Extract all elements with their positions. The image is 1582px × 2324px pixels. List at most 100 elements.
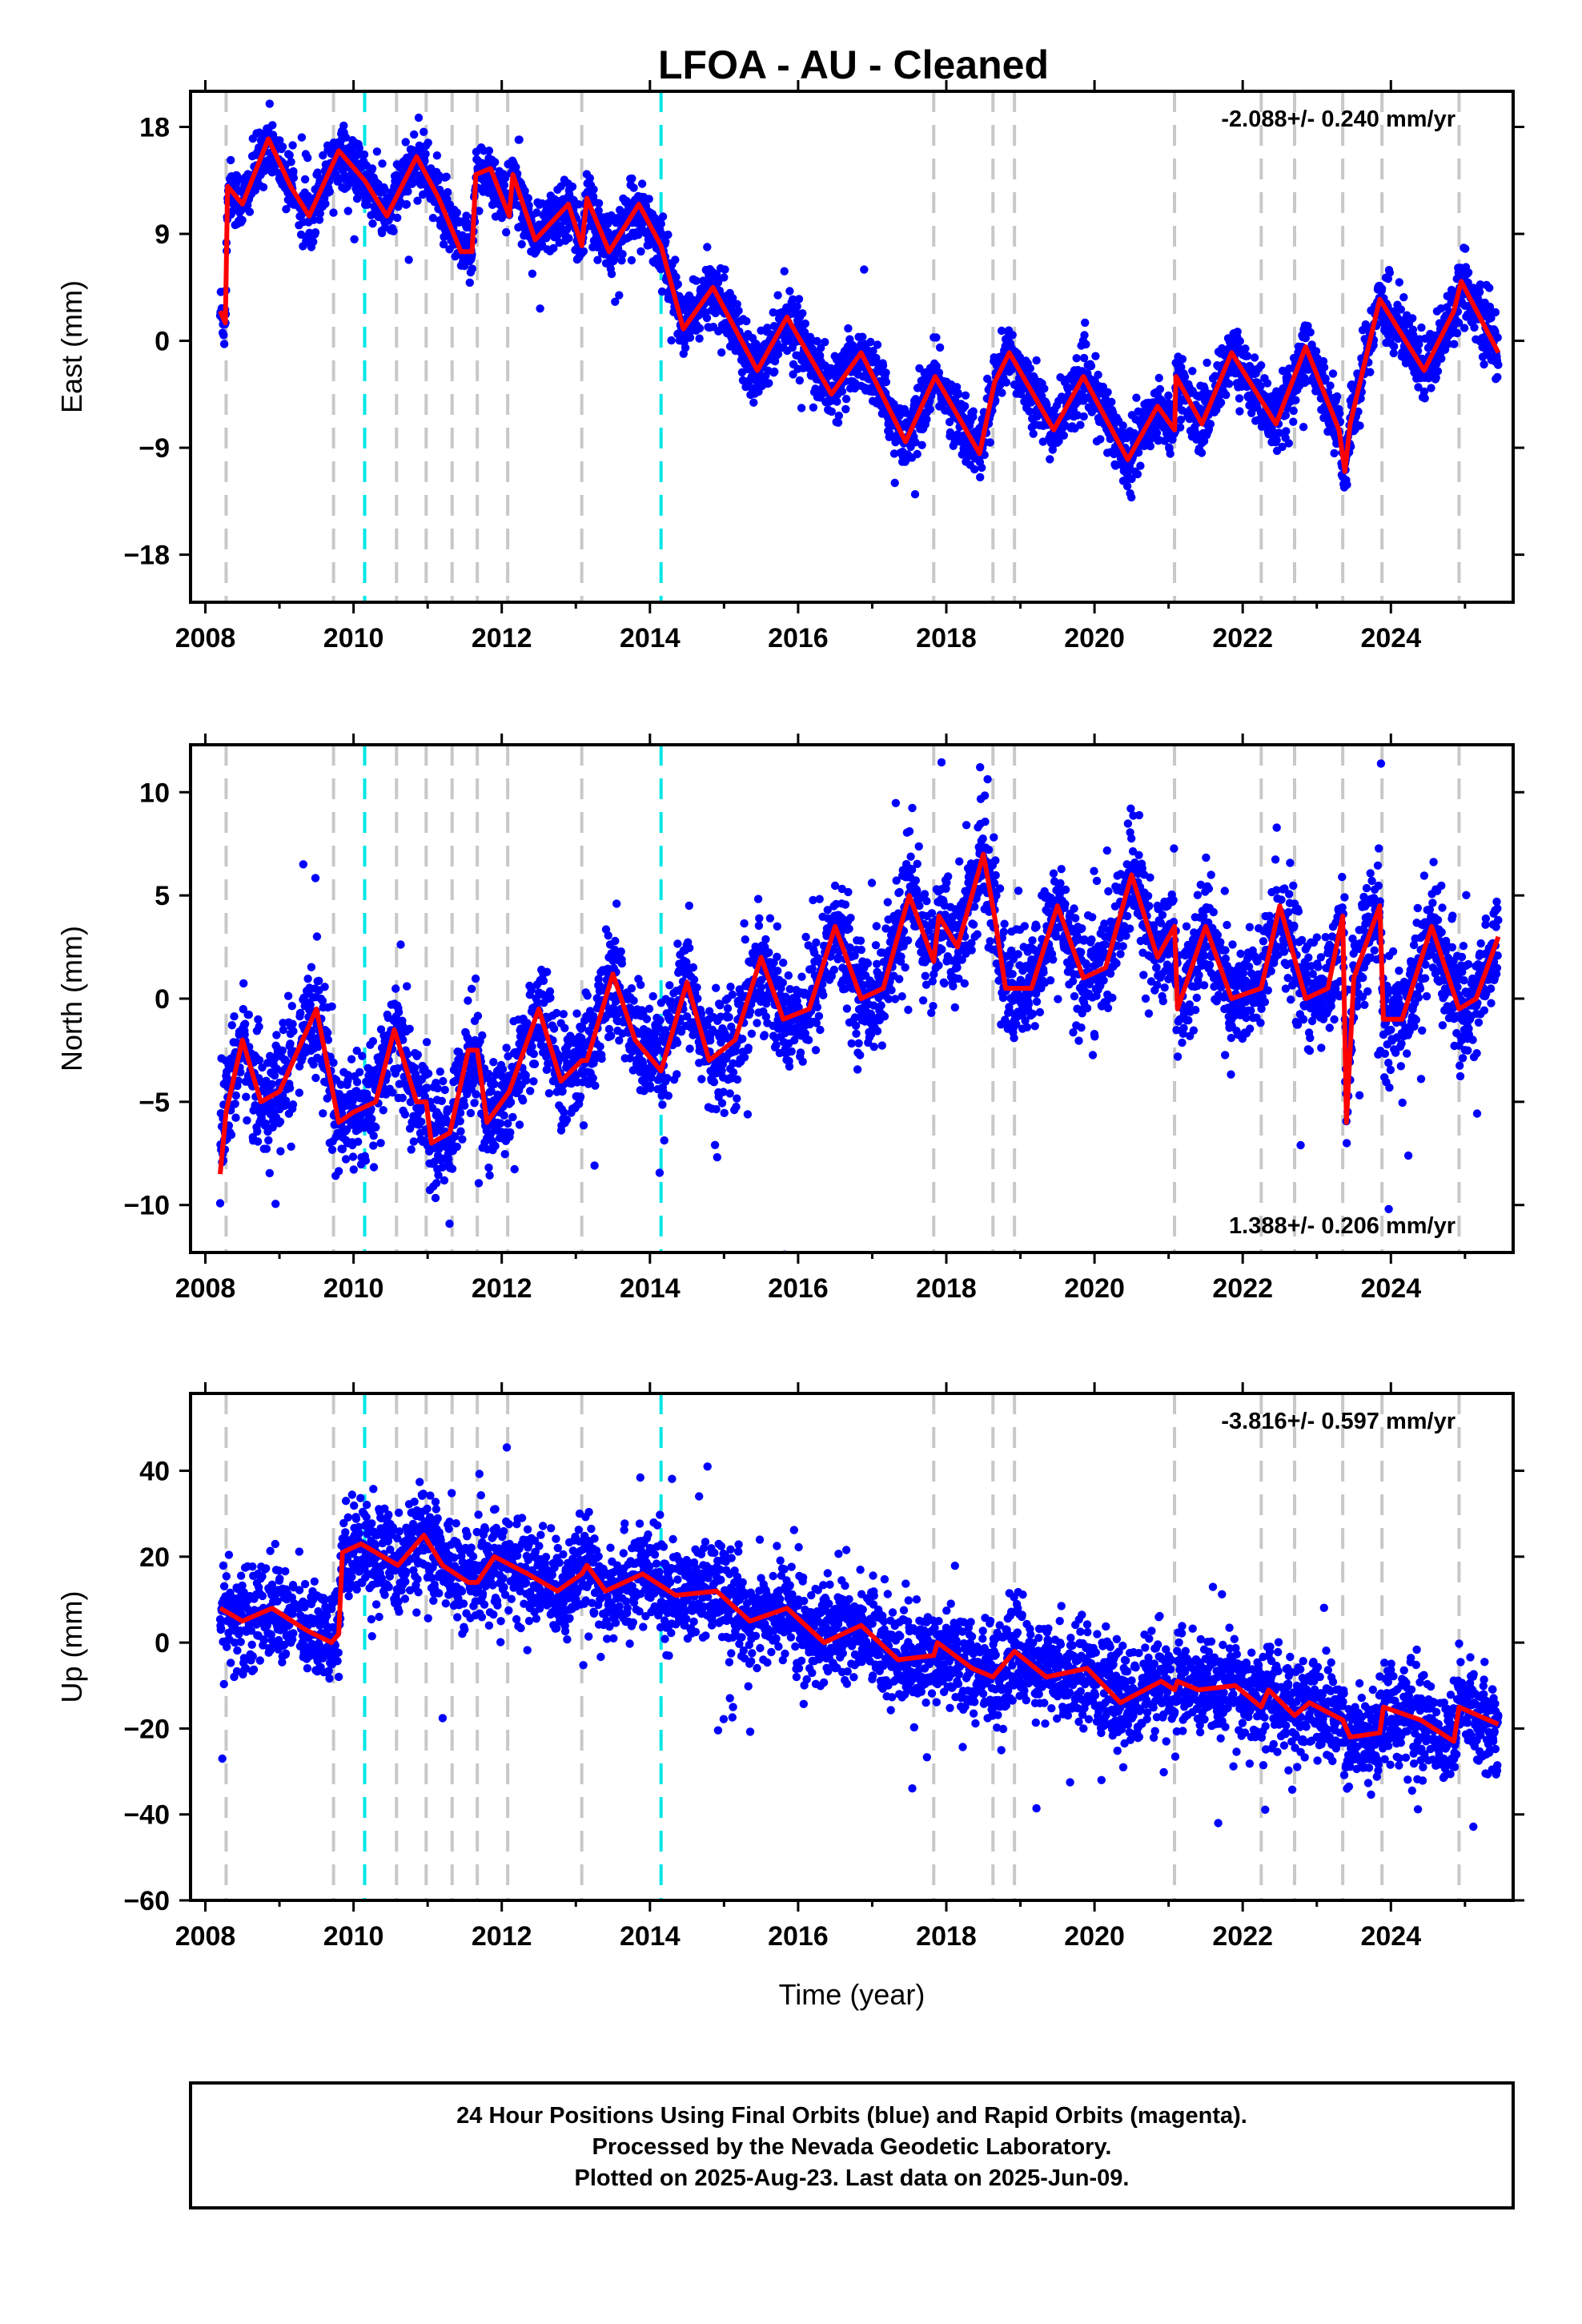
data-point [442,172,451,181]
data-point [227,1130,236,1140]
data-point [303,975,312,983]
data-point [720,273,729,282]
data-point [1127,474,1136,484]
data-point [1243,352,1252,360]
data-point [315,976,323,986]
data-point [411,1070,420,1079]
data-point [1460,324,1469,332]
data-point [1311,347,1321,356]
data-point [911,438,920,447]
data-point [376,1025,386,1034]
data-point [255,1022,263,1031]
data-point [780,267,789,275]
data-point [1389,348,1399,358]
data-point [1493,372,1502,382]
data-point [997,326,1006,336]
data-point [1091,352,1100,360]
data-point [255,1055,264,1065]
data-point [413,1050,422,1059]
data-point [231,1113,240,1122]
data-point [432,1179,441,1188]
data-point [363,200,372,209]
data-point [1289,406,1298,416]
data-point [770,367,779,376]
data-point [785,287,794,296]
data-point [243,1116,251,1125]
data-point [604,219,612,228]
data-point [1301,334,1311,343]
data-point [352,1046,361,1055]
data-point [1136,461,1145,470]
data-point [299,860,307,869]
data-point [1437,354,1446,363]
data-point [1275,428,1284,437]
data-point [556,182,565,191]
data-point [524,194,532,203]
data-point [629,183,638,192]
data-point [980,450,989,460]
data-point [970,464,979,474]
data-point [458,1135,467,1144]
data-point [515,135,524,144]
data-point [285,151,294,159]
data-point [287,158,295,167]
data-point [1133,469,1142,479]
data-point [420,1092,429,1101]
x-tick-label: 2008 [175,623,236,653]
data-point [1233,328,1242,336]
data-point [794,295,804,304]
data-point [656,219,665,228]
data-point [296,1008,305,1018]
data-point [440,1176,449,1185]
data-point [1235,407,1244,416]
data-point [1079,353,1089,363]
data-point [270,1055,279,1063]
data-point [350,235,359,243]
data-point [1330,448,1339,458]
data-point [1480,360,1488,369]
data-point [1032,356,1041,365]
data-point [703,243,712,251]
data-point [451,1076,460,1085]
model-line [218,136,1501,474]
data-point [367,1114,376,1124]
data-point [400,1110,410,1119]
data-point [323,1028,332,1038]
data-point [468,264,477,273]
data-point [1078,389,1086,399]
data-point [464,1035,473,1044]
data-point [240,1030,249,1039]
data-point [413,196,422,205]
data-point [1008,331,1017,340]
data-point [398,1016,407,1025]
data-point [464,223,472,231]
data-point [695,324,705,333]
data-point [1154,373,1163,383]
data-point [752,340,761,348]
data-point [286,1039,295,1048]
data-point [1328,369,1338,378]
data-point [439,239,448,249]
data-point [1427,384,1435,392]
data-point [1122,481,1132,491]
data-point [404,187,412,196]
data-point [345,179,355,187]
data-point [749,398,758,407]
data-point [1396,305,1406,314]
data-point [1146,442,1155,451]
data-point [439,1076,448,1086]
y-axis-label: East (mm) [55,280,88,413]
data-point [327,1145,337,1155]
data-point [312,932,322,941]
data-point [287,1002,296,1011]
data-point [394,1007,404,1017]
data-point [361,1156,371,1165]
data-point [1306,328,1315,337]
data-point [1025,407,1034,416]
data-point [1073,411,1082,420]
data-point [234,1076,243,1085]
north-panel: 2008 2010 2012 2014 2016 2018 2020 2022 2024−10−… [55,734,1524,1304]
data-point [500,174,510,183]
data-point [295,1088,303,1097]
data-point [664,230,673,239]
